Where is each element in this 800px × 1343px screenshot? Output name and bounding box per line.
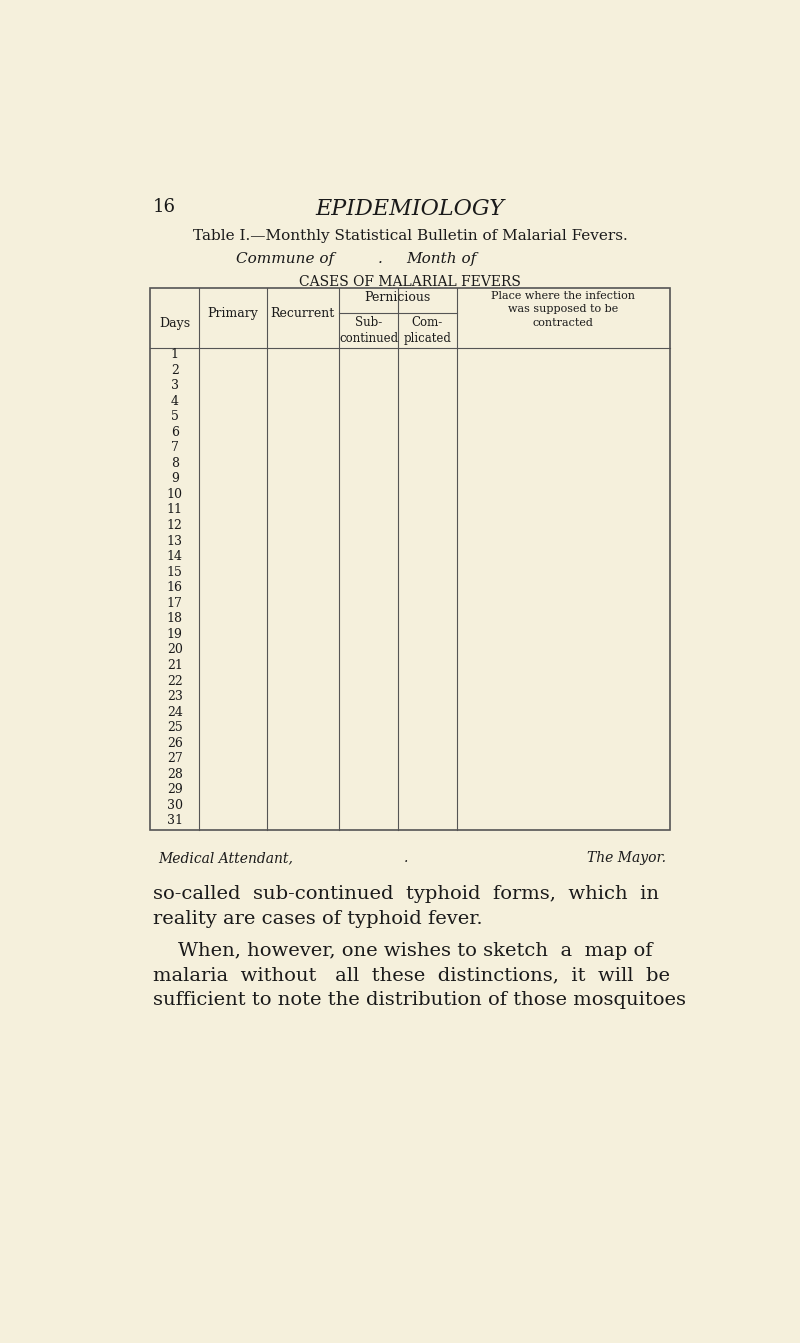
- Text: 11: 11: [166, 504, 182, 517]
- Text: 28: 28: [167, 768, 182, 780]
- Text: malaria  without   all  these  distinctions,  it  will  be: malaria without all these distinctions, …: [153, 967, 670, 984]
- Text: Table I.—Monthly Statistical Bulletin of Malarial Fevers.: Table I.—Monthly Statistical Bulletin of…: [193, 228, 627, 243]
- Text: Medical Attendant,: Medical Attendant,: [158, 851, 293, 865]
- Text: 5: 5: [171, 410, 178, 423]
- Text: Pernicious: Pernicious: [365, 291, 430, 305]
- Text: 13: 13: [166, 535, 182, 548]
- Text: 7: 7: [171, 442, 178, 454]
- Text: 18: 18: [166, 612, 182, 626]
- Text: 26: 26: [167, 737, 182, 749]
- Text: 29: 29: [167, 783, 182, 796]
- Text: 21: 21: [167, 659, 182, 672]
- Text: Sub-
continued: Sub- continued: [339, 316, 398, 345]
- Text: Com-
plicated: Com- plicated: [403, 316, 451, 345]
- Text: 27: 27: [167, 752, 182, 766]
- Text: 3: 3: [170, 379, 178, 392]
- Text: sufficient to note the distribution of those mosquitoes: sufficient to note the distribution of t…: [153, 991, 686, 1009]
- Text: 2: 2: [171, 364, 178, 376]
- Text: 1: 1: [170, 348, 178, 361]
- Text: Recurrent: Recurrent: [270, 306, 334, 320]
- Text: 30: 30: [166, 799, 182, 813]
- Text: 17: 17: [167, 596, 182, 610]
- Text: reality are cases of typhoid fever.: reality are cases of typhoid fever.: [153, 909, 482, 928]
- Text: When, however, one wishes to sketch  a  map of: When, however, one wishes to sketch a ma…: [178, 941, 652, 960]
- Text: 23: 23: [167, 690, 182, 704]
- Text: Commune of: Commune of: [236, 252, 334, 266]
- Text: 6: 6: [170, 426, 178, 439]
- Text: 16: 16: [166, 582, 182, 594]
- Text: 20: 20: [167, 643, 182, 657]
- Text: 22: 22: [167, 674, 182, 688]
- Bar: [150, 289, 670, 830]
- Text: 16: 16: [153, 199, 176, 216]
- Text: .: .: [378, 252, 383, 266]
- Text: The Mayor.: The Mayor.: [586, 851, 666, 865]
- Text: 24: 24: [167, 705, 182, 719]
- Text: Month of: Month of: [406, 252, 476, 266]
- Text: 31: 31: [166, 814, 182, 827]
- Text: 4: 4: [170, 395, 178, 408]
- Text: CASES OF MALARIAL FEVERS: CASES OF MALARIAL FEVERS: [299, 275, 521, 289]
- Text: EPIDEMIOLOGY: EPIDEMIOLOGY: [315, 199, 505, 220]
- Text: 14: 14: [166, 551, 182, 563]
- Text: so-called  sub-continued  typhoid  forms,  which  in: so-called sub-continued typhoid forms, w…: [153, 885, 658, 902]
- Text: 9: 9: [171, 473, 178, 485]
- Text: 15: 15: [167, 565, 182, 579]
- Text: 19: 19: [167, 629, 182, 641]
- Text: 25: 25: [167, 721, 182, 735]
- Text: 10: 10: [166, 488, 182, 501]
- Text: Primary: Primary: [207, 306, 258, 320]
- Text: .: .: [404, 851, 408, 865]
- Text: 12: 12: [167, 518, 182, 532]
- Text: Days: Days: [159, 317, 190, 330]
- Text: Place where the infection
was supposed to be
contracted: Place where the infection was supposed t…: [491, 291, 635, 328]
- Text: 8: 8: [170, 457, 178, 470]
